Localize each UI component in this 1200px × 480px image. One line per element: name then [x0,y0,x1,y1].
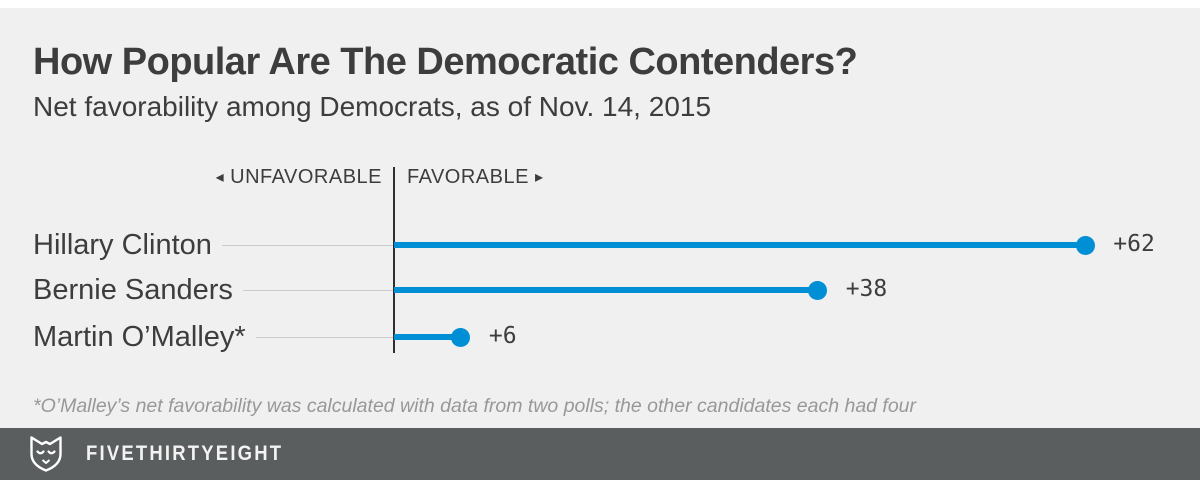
leader-line [242,289,393,291]
brand-wordmark: FIVETHIRTYEIGHT [86,442,284,465]
favorability-bar [394,287,818,293]
leader-line [221,244,393,246]
axis-label-unfavorable: ◂ UNFAVORABLE [0,166,382,189]
candidate-label: Bernie Sanders [33,273,233,306]
candidate-label: Hillary Clinton [33,228,212,261]
candidate-label-track: Hillary Clinton [33,226,393,264]
value-label: +62 [1113,230,1155,257]
chart-subtitle: Net favorability among Democrats, as of … [33,91,712,122]
candidate-label: Martin O’Malley* [33,320,246,353]
axis-label-unfavorable-text: UNFAVORABLE [230,166,382,188]
brand-footer: FIVETHIRTYEIGHT [0,428,1200,480]
chart-footnote: *O’Malley’s net favorability was calcula… [33,395,917,417]
arrow-right-icon: ▸ [535,169,544,186]
value-label: +38 [845,275,888,302]
chart-canvas: How Popular Are The Democratic Contender… [0,8,1200,480]
value-label: +6 [488,322,517,349]
favorability-bar [394,242,1086,248]
axis-label-favorable-text: FAVORABLE [407,166,529,188]
zero-axis-line [393,167,395,353]
fivethirtyeight-fox-icon [30,436,62,472]
page-title: How Popular Are The Democratic Contender… [33,41,858,83]
axis-label-favorable: FAVORABLE ▸ [407,166,544,189]
candidate-label-track: Bernie Sanders [33,271,393,309]
bar-endpoint-dot [451,327,471,347]
bar-endpoint-dot [808,280,828,300]
arrow-left-icon: ◂ [215,169,225,186]
bar-endpoint-dot [1075,235,1095,255]
leader-line [255,336,393,338]
favorability-bar [394,334,461,340]
candidate-label-track: Martin O’Malley* [33,318,393,356]
